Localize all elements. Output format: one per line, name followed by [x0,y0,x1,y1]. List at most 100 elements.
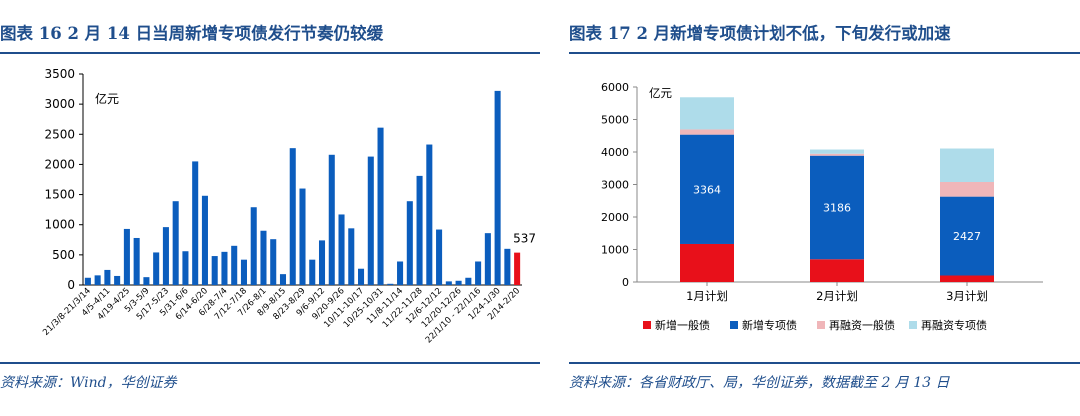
left-source-note: 资料来源：Wind，华创证券 [0,375,177,391]
stacked-bar-segment [680,134,734,244]
y-tick-label: 2000 [601,211,629,224]
monthly-plan-stacked-bar-chart: 0 1000 2000 3000 4000 5000 6000 亿元 3364 3186 2427 1… [601,81,1043,332]
left-figure: 图表 16 2 月 14 日当周新增专项债发行节奏仍较缓 0 500 1000 150… [0,24,540,391]
bar [406,201,413,285]
bar [104,269,111,285]
legend-swatch [817,321,825,329]
right-source-rule [569,362,1080,364]
y-tick-label: 3500 [44,67,75,81]
left-title-rule [0,52,540,54]
right-figure-title: 图表 17 2 月新增专项债计划不低，下旬发行或加速 [569,24,951,43]
bar [123,228,130,285]
right-title-rule [569,52,1080,54]
y-tick-label: 500 [52,248,75,262]
legend-label: 新增专项债 [742,318,797,332]
stacked-bar-segment [810,259,864,282]
bar [426,144,433,285]
bar [338,214,345,285]
weekly-issuance-bar-chart: 0500100015002000250030003500亿元53721/3/8-… [41,67,536,345]
y-tick-label: 2500 [44,127,75,141]
bar [416,175,423,285]
bar [114,275,121,285]
bar [162,227,169,285]
bar [494,90,501,285]
bar [270,239,277,285]
data-label: 2427 [953,230,981,243]
unit-label: 亿元 [95,91,119,106]
stacked-bar-segment [680,97,734,130]
bar [250,207,257,285]
bar [240,259,247,285]
bar [289,148,296,285]
stacked-bar-segment [680,129,734,135]
legend-swatch [643,321,651,329]
bar [182,251,189,285]
y-tick-label: 4000 [601,146,629,159]
bar [397,261,404,285]
legend-swatch [730,321,738,329]
bar [211,256,218,285]
stacked-bar-segment [940,275,994,282]
y-tick-label: 3000 [44,97,75,111]
y-tick-label: 1000 [44,218,75,232]
legend-label: 再融资专项债 [921,318,987,332]
bar [465,277,472,285]
bar [348,228,355,285]
y-tick-label: 0 [67,278,75,292]
bar [279,274,287,285]
bar [94,275,101,285]
x-tick-label: 1月计划 [686,289,728,303]
y-tick-label: 3000 [601,179,629,192]
left-figure-title: 图表 16 2 月 14 日当周新增专项债发行节奏仍较缓 [0,24,384,43]
legend-swatch [909,321,917,329]
right-source-note: 资料来源：各省财政厅、局，华创证券，数据截至 2 月 13 日 [569,375,950,391]
legend-label: 新增一般债 [655,318,710,332]
bar [172,201,179,285]
bar [377,127,384,285]
bar [260,230,267,285]
stacked-bar-segment [940,196,994,276]
legend-label: 再融资一般债 [829,318,895,332]
bar [514,252,521,285]
y-tick-label: 5000 [601,114,629,127]
y-tick-label: 0 [622,276,629,289]
x-tick-label: 2月计划 [816,289,858,303]
y-tick-label: 6000 [601,81,629,94]
stacked-bar-segment [680,243,734,282]
y-tick-label: 1000 [601,244,629,257]
data-label: 3364 [693,183,721,196]
bar [358,268,365,285]
bar [231,245,238,285]
right-figure: 图表 17 2 月新增专项债计划不低，下旬发行或加速 0 1000 2000 3000… [545,0,1080,416]
stacked-bar-segment [810,155,864,260]
unit-label: 亿元 [649,86,672,100]
bar [309,259,316,285]
bar [445,281,452,285]
data-label: 537 [513,232,536,246]
y-tick-label: 2000 [44,157,75,171]
stacked-bar-segment [810,149,864,154]
bar [484,233,491,285]
bar [84,277,91,285]
bar [318,240,326,285]
bar [328,154,335,285]
left-source-rule [0,362,540,364]
bar [143,277,150,285]
bar [192,161,199,285]
bar [299,188,306,285]
bar [221,251,228,285]
bar [387,283,394,285]
bar [504,248,511,285]
bar [133,237,140,285]
stacked-bar-segment [940,181,994,197]
x-tick-label: 3月计划 [946,289,988,303]
y-tick-label: 1500 [44,188,75,202]
bar [367,156,374,285]
data-label: 3186 [823,201,851,214]
bar [475,261,482,285]
bar [201,195,208,285]
bar [436,229,443,285]
stacked-bar-segment [810,153,864,156]
stacked-bar-segment [940,148,994,182]
bar [153,252,160,285]
